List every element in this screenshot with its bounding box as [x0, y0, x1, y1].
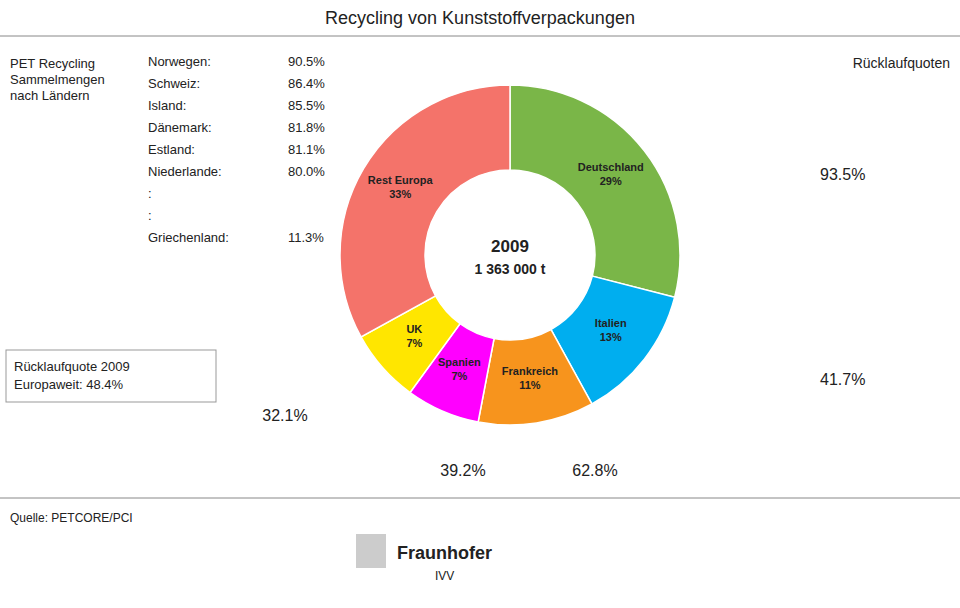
- annotation: IVV: [435, 569, 454, 583]
- slice-label: Rest Europa 33%: [368, 174, 434, 200]
- annotation: Niederlande:: [148, 164, 222, 179]
- slice-label-name: Italien: [595, 317, 627, 329]
- slice-label: Italien 13%: [595, 317, 627, 343]
- annotation: Schweiz:: [148, 76, 200, 91]
- slice-label-value: 13%: [600, 331, 622, 343]
- slice: [340, 85, 510, 337]
- annotation: Sammelmengen: [10, 72, 105, 87]
- annotation: 81.8%: [288, 120, 325, 135]
- rule: [0, 498, 960, 499]
- annotation: Rücklaufquote 2009: [14, 359, 130, 374]
- annotation: 39.2%: [440, 462, 485, 479]
- annotation: 1 363 000 t: [475, 261, 546, 277]
- annotation: Norwegen:: [148, 54, 211, 69]
- annotation: Island:: [148, 98, 186, 113]
- slice-label: Frankreich 11%: [502, 365, 559, 391]
- slice-label: Spanien 7%: [438, 356, 481, 382]
- annotation: Dänemark:: [148, 120, 212, 135]
- annotation: Rücklaufquoten: [853, 55, 950, 71]
- summary-box: [6, 350, 216, 402]
- logo-mark: [356, 534, 386, 568]
- annotation: nach Ländern: [10, 88, 90, 103]
- slice-label-name: Deutschland: [578, 161, 644, 173]
- annotation: :: [148, 208, 152, 223]
- annotation: PET Recycling: [10, 56, 95, 71]
- annotation: 62.8%: [572, 462, 617, 479]
- annotation: 85.5%: [288, 98, 325, 113]
- annotation: Estland:: [148, 142, 195, 157]
- rule: [0, 36, 960, 37]
- slice-label-name: UK: [406, 323, 422, 335]
- title: Recycling von Kunststoffverpackungen: [325, 8, 635, 28]
- annotation: 86.4%: [288, 76, 325, 91]
- annotation: Quelle: PETCORE/PCI: [10, 511, 133, 525]
- annotation: Griechenland:: [148, 230, 229, 245]
- slice: [478, 329, 592, 425]
- slice-label-name: Spanien: [438, 356, 481, 368]
- slice-label-value: 7%: [406, 337, 422, 349]
- annotation: 90.5%: [288, 54, 325, 69]
- slice-labels: Deutschland 29% Italien 13% Frankreich 11% Spa…: [368, 161, 644, 391]
- annotation: Europaweit: 48.4%: [14, 377, 124, 392]
- slice-label-value: 7%: [451, 370, 467, 382]
- annotation: Fraunhofer: [397, 543, 492, 563]
- slice-label-name: Rest Europa: [368, 174, 434, 186]
- chart-svg: Recycling von Kunststoffverpackungen Deut…: [0, 0, 960, 608]
- annotation: 41.7%: [820, 371, 865, 388]
- annotation: 2009: [491, 237, 529, 256]
- annotation: 32.1%: [262, 407, 307, 424]
- slice-label-value: 33%: [389, 188, 411, 200]
- slice-label: UK 7%: [406, 323, 422, 349]
- chart-container: Recycling von Kunststoffverpackungen Deut…: [0, 0, 960, 608]
- slice-label-value: 29%: [600, 175, 622, 187]
- annotation: :: [148, 186, 152, 201]
- annotation: 93.5%: [820, 166, 865, 183]
- donut: [340, 85, 680, 425]
- annotation: 80.0%: [288, 164, 325, 179]
- slice-label-value: 11%: [519, 379, 541, 391]
- slice-label: Deutschland 29%: [578, 161, 644, 187]
- annotation: 81.1%: [288, 142, 325, 157]
- annotation: 11.3%: [288, 230, 324, 245]
- slice-label-name: Frankreich: [502, 365, 559, 377]
- annotations: PET RecyclingSammelmengennach Ländern Nor…: [10, 54, 950, 583]
